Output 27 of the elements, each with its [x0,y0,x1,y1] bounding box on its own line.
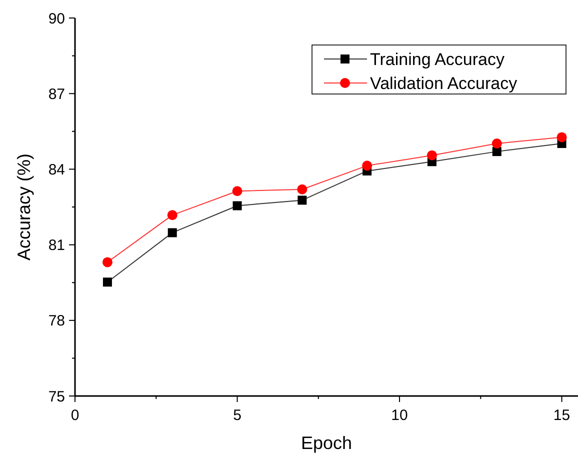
point [556,132,567,142]
point [298,196,307,205]
point [492,147,502,156]
x-tick-label: 10 [391,407,408,424]
y-axis-title: Accuracy (%) [14,153,34,261]
point [362,160,372,171]
point [426,150,437,160]
point [297,184,308,194]
x-tick-label: 5 [233,407,242,424]
y-tick-label: 90 [48,10,65,28]
y-tick-label: 78 [48,312,65,330]
y-tick-label: 87 [48,86,65,103]
y-tick-label: 75 [48,388,65,406]
y-tick-label: 84 [48,161,65,178]
point [167,210,178,220]
point [492,138,502,148]
legend-label: Training Accuracy [370,50,505,69]
point [102,278,112,287]
point [232,201,242,210]
x-tick-label: 0 [70,407,80,424]
x-tick-label: 15 [553,407,570,424]
x-axis-title: Epoch [300,433,352,453]
y-tick-label: 81 [48,237,65,254]
point [168,228,177,238]
point [102,257,112,268]
legend-label: Validation Accuracy [370,74,518,93]
point [232,186,242,196]
